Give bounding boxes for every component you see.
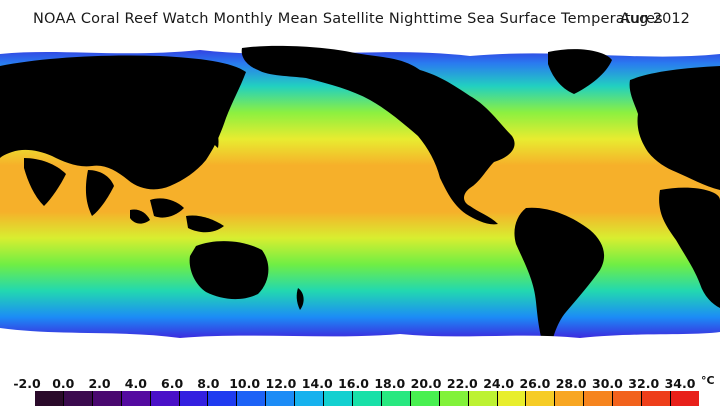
legend-tick-label: 26.0 (519, 376, 551, 391)
legend-tick-label: 6.0 (161, 376, 184, 391)
legend-tick-label: 20.0 (410, 376, 442, 391)
map-svg (0, 40, 720, 370)
legend-tick-label: 14.0 (301, 376, 333, 391)
legend-swatch (410, 391, 440, 406)
legend-tick-label: 16.0 (338, 376, 369, 391)
legend-swatch (266, 391, 296, 406)
map-date: Aug 2012 (620, 11, 690, 27)
arctic-ice (0, 40, 720, 57)
legend-tick-label: 18.0 (374, 376, 406, 391)
legend-tick-label: 4.0 (124, 376, 147, 391)
color-scale-legend: -2.0 0.0 2.0 4.0 6.0 8.0 10.0 12.0 14.0 16.0 18.0 2… (0, 370, 720, 411)
arabia (24, 158, 66, 206)
legend-swatch (179, 391, 209, 406)
asia (0, 55, 246, 190)
greenland (548, 49, 612, 94)
india (85, 170, 114, 216)
legend-tick-label: 22.0 (446, 376, 478, 391)
legend-swatch (439, 391, 469, 406)
legend-swatches (35, 391, 699, 406)
new-zealand (296, 288, 304, 310)
japan (209, 120, 219, 148)
south-america (514, 207, 605, 358)
legend-swatch (352, 391, 382, 406)
sst-world-map (0, 40, 720, 370)
legend-swatch (121, 391, 151, 406)
map-title: NOAA Coral Reef Watch Monthly Mean Satel… (33, 11, 663, 27)
legend-swatch (613, 391, 643, 406)
legend-tick-label: 24.0 (483, 376, 515, 391)
legend-tick-label: 8.0 (197, 376, 220, 391)
legend-swatch (324, 391, 353, 406)
legend-swatch (642, 391, 671, 406)
legend-swatch (497, 391, 527, 406)
legend-tick-label: 0.0 (52, 376, 75, 391)
legend-unit: °C (701, 374, 715, 387)
legend-swatch (526, 391, 556, 406)
legend-swatch (468, 391, 498, 406)
legend-swatch (295, 391, 325, 406)
legend-swatch (670, 391, 699, 406)
legend-swatch (381, 391, 411, 406)
borneo (150, 198, 184, 218)
title-bar: NOAA Coral Reef Watch Monthly Mean Satel… (0, 0, 720, 40)
sumatra (130, 209, 150, 224)
legend-tick-label: 34.0 (664, 376, 696, 391)
legend-swatch (150, 391, 180, 406)
legend-tick-label: 30.0 (592, 376, 623, 391)
europe-west (629, 66, 720, 190)
legend-swatch (555, 391, 585, 406)
north-america (241, 45, 515, 225)
legend-swatch (92, 391, 122, 406)
africa (659, 187, 720, 308)
legend-swatch (63, 391, 93, 406)
legend-tick-label: 2.0 (88, 376, 111, 391)
legend-tick-label: 12.0 (265, 376, 297, 391)
legend-tick-label: -2.0 (13, 376, 41, 391)
legend-swatch (584, 391, 614, 406)
legend-swatch (237, 391, 267, 406)
legend-tick-label: 10.0 (229, 376, 261, 391)
antarctica (0, 352, 720, 370)
legend-tick-label: 32.0 (628, 376, 660, 391)
new-guinea (186, 215, 224, 233)
australia (189, 241, 269, 300)
legend-tick-label: 28.0 (555, 376, 587, 391)
legend-swatch (208, 391, 238, 406)
legend-swatch (35, 391, 64, 406)
